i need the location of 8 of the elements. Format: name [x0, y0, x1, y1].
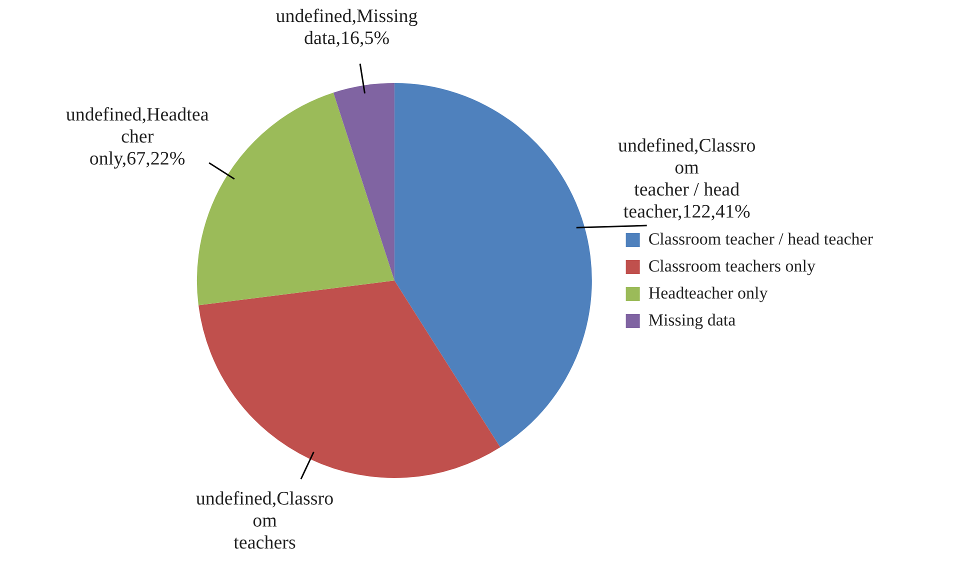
legend-label: Classroom teachers only	[648, 256, 816, 276]
legend-label: Headteacher only	[648, 283, 768, 302]
text: undefined,Classroom teachers	[196, 488, 334, 554]
text: undefined,Missing data,16,5%	[276, 6, 418, 50]
legend-label: Classroom teacher / head teacher	[648, 229, 874, 248]
text: undefined,Classroom teacher / head teacher,122,41%	[618, 135, 756, 222]
text: undefined,Headteacher only,67,22%	[66, 104, 210, 170]
legend-label: Missing data	[648, 310, 736, 330]
